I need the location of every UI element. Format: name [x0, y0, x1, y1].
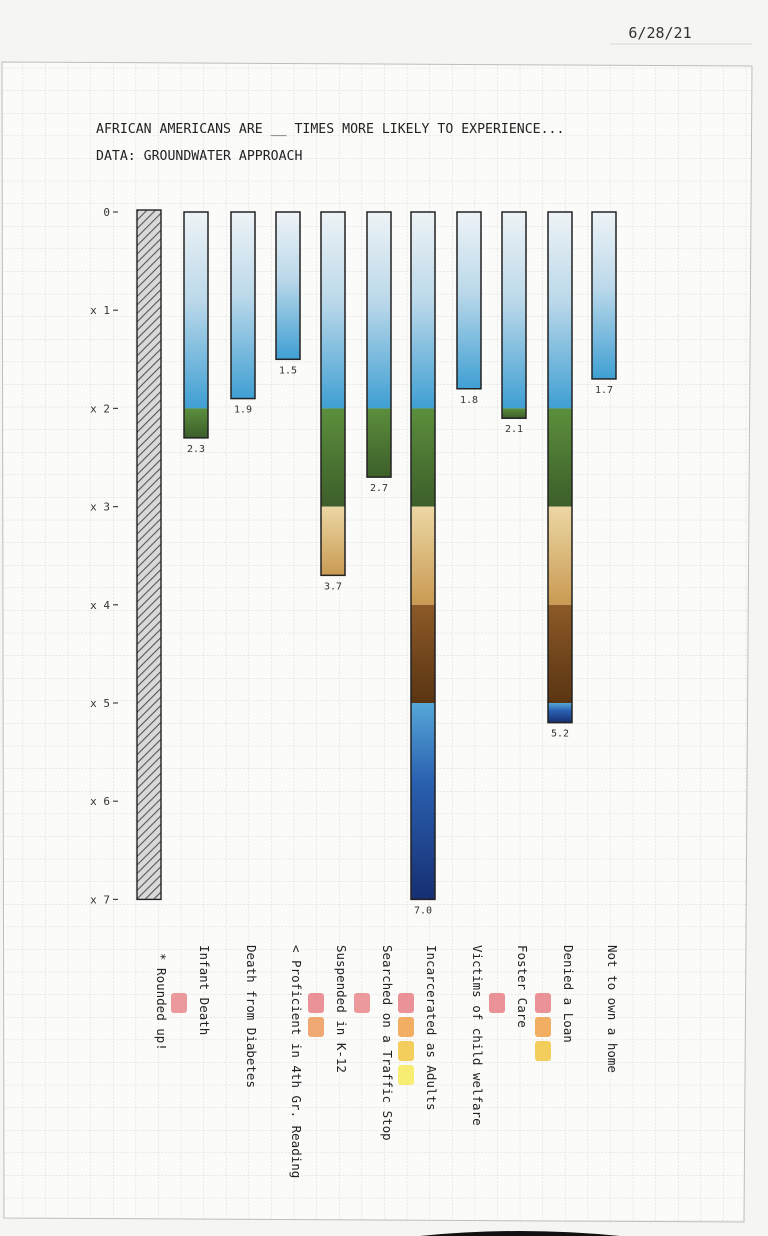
- bar-outline: [591, 211, 617, 380]
- bar-outline: [456, 211, 482, 390]
- bar-3: 1.5: [275, 211, 301, 376]
- bar-4: 3.7: [320, 211, 346, 592]
- category-label: Denied a Loan: [561, 945, 576, 1043]
- bar-outline: [501, 211, 527, 419]
- chart-subtitle: DATA: GROUNDWATER APPROACH: [96, 149, 302, 164]
- category-label: Not to own a home: [605, 945, 620, 1073]
- bar-9: 5.2: [547, 211, 573, 740]
- bar-layer-grass: [184, 408, 208, 438]
- bar-outline: [320, 211, 346, 577]
- bar-value-label: 1.9: [234, 405, 252, 416]
- bar-value-label: 2.3: [187, 444, 205, 455]
- bar-layer-sky: [321, 212, 345, 409]
- bar-value-label: 2.7: [370, 483, 388, 494]
- bar-layer-sky: [367, 212, 391, 409]
- bar-layer-grass: [548, 408, 572, 507]
- bar-5: 2.7: [366, 211, 392, 494]
- category-label: Infant Death: [197, 945, 212, 1035]
- category-label: Victims of child welfare: [470, 945, 485, 1126]
- bar-6: 7.0: [410, 211, 436, 916]
- bar-value-label: 1.5: [279, 365, 297, 376]
- bar-outline: [410, 211, 436, 901]
- y-tick-label: x 1: [90, 304, 110, 317]
- bar-8: 2.1: [501, 211, 527, 435]
- color-dot: [535, 993, 551, 1013]
- color-dot: [398, 993, 414, 1013]
- bar-value-label: 3.7: [324, 581, 342, 592]
- category-label: Death from Diabetes: [244, 945, 259, 1088]
- bar-value-label: 1.7: [595, 385, 613, 396]
- category-label: Incarcerated as Adults: [424, 945, 439, 1111]
- bar-layer-sky: [231, 212, 255, 399]
- bar-layer-soil: [411, 604, 435, 703]
- date-label: 6/28/21: [628, 24, 691, 42]
- color-dot: [398, 1041, 414, 1061]
- color-dot: [398, 1065, 414, 1085]
- bar-outline: [230, 211, 256, 400]
- bar-layer-soil: [548, 604, 572, 703]
- bar-layer-water: [548, 703, 572, 723]
- category-label: Foster Care: [515, 945, 530, 1028]
- bar-outline: [366, 211, 392, 478]
- y-axis: 0 x 1 x 2 x 3 x 4 x 5 x 6 x 7: [90, 206, 118, 906]
- bar-7: 1.8: [456, 211, 482, 406]
- bar-layer-sky: [548, 212, 572, 409]
- bar-value-label: 7.0: [414, 905, 432, 916]
- bar-layer-grass: [321, 408, 345, 507]
- bar-value-label: 1.8: [460, 395, 478, 406]
- y-tick-label: x 3: [90, 501, 110, 514]
- bar-layer-sand: [411, 506, 435, 605]
- bars: 2.3 1.9 1.5 3.7 2.7 7.0 1.8 2.1 5.2 1.7: [136, 209, 617, 916]
- bar-layer-sky: [592, 212, 616, 379]
- bar-layer-sky: [502, 212, 526, 409]
- y-tick-label: x 4: [90, 599, 110, 612]
- bar-layer-sky: [457, 212, 481, 389]
- y-tick-label: x 6: [90, 795, 110, 808]
- bar-layer-grass: [411, 408, 435, 507]
- bar-layer-water: [411, 703, 435, 900]
- bar-2: 1.9: [230, 211, 256, 416]
- category-label: Searched on a Traffic Stop: [380, 945, 395, 1141]
- bar-layer-sky: [184, 212, 208, 409]
- color-dot: [354, 993, 370, 1013]
- category-label: < Proficient in 4th Gr. Reading: [289, 945, 304, 1178]
- bar-outline: [275, 211, 301, 361]
- legend-dots: [171, 993, 551, 1085]
- bar-value-label: 2.1: [505, 424, 523, 435]
- color-dot: [535, 1041, 551, 1061]
- color-dot: [308, 1017, 324, 1037]
- category-labels: * Rounded up! Infant Death Death from Diab…: [154, 945, 620, 1178]
- color-dot: [308, 993, 324, 1013]
- bar-1: 2.3: [183, 211, 209, 455]
- bar-outline: [183, 211, 209, 439]
- bar-layer-sky: [411, 212, 435, 409]
- bar-layer-sand: [548, 506, 572, 605]
- color-dot: [535, 1017, 551, 1037]
- bar-layer-grass: [502, 408, 526, 419]
- bar-layer-sky: [276, 212, 300, 360]
- reference-bar: [136, 209, 162, 901]
- chart-title: AFRICAN AMERICANS ARE __ TIMES MORE LIKE…: [96, 122, 564, 137]
- y-tick-label: x 7: [90, 893, 110, 906]
- bar-value-label: 5.2: [551, 729, 569, 740]
- y-tick-label: x 5: [90, 697, 110, 710]
- bar-layer-sand: [321, 506, 345, 576]
- color-dot: [489, 993, 505, 1013]
- bar-outline: [547, 211, 573, 724]
- category-label: Suspended in K-12: [334, 945, 349, 1073]
- y-tick-label: 0: [103, 206, 110, 219]
- color-dot: [171, 993, 187, 1013]
- y-tick-label: x 2: [90, 402, 110, 415]
- bar-layer-grass: [367, 408, 391, 478]
- color-dot: [398, 1017, 414, 1037]
- reference-bar-label: * Rounded up!: [154, 953, 169, 1051]
- bar-10: 1.7: [591, 211, 617, 396]
